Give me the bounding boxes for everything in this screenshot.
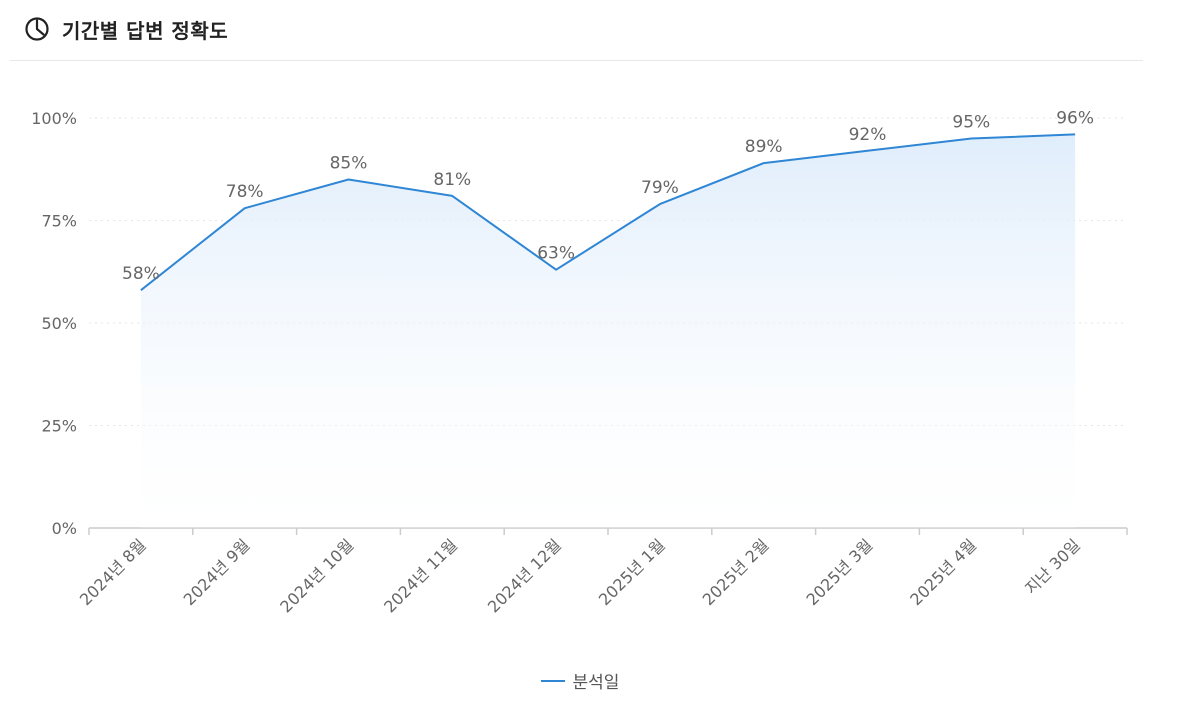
x-tick-label: 2024년 10월 xyxy=(276,535,357,616)
legend-swatch xyxy=(540,679,565,682)
legend-label[interactable]: 분석일 xyxy=(572,673,620,693)
x-tick-label: 2024년 9월 xyxy=(180,535,254,609)
x-tick-label: 2024년 12월 xyxy=(484,535,565,616)
y-tick-label: 100% xyxy=(31,109,77,128)
chart-header: 기간별 답변 정확도 xyxy=(24,14,228,44)
x-tick-label: 2024년 8월 xyxy=(76,535,150,609)
x-tick-label: 2024년 11월 xyxy=(380,535,461,616)
series-area xyxy=(140,134,1076,528)
y-tick-label: 0% xyxy=(52,519,77,538)
data-label: 78% xyxy=(226,182,264,202)
data-label: 85% xyxy=(330,154,368,174)
x-tick-label: 2025년 1월 xyxy=(595,535,669,609)
x-tick-label: 2025년 3월 xyxy=(802,535,876,609)
pie-chart-icon xyxy=(24,16,50,42)
y-tick-label: 75% xyxy=(41,212,77,231)
data-label: 81% xyxy=(433,170,471,190)
chart-title: 기간별 답변 정확도 xyxy=(62,18,229,43)
data-label: 79% xyxy=(641,178,679,198)
legend: 분석일 xyxy=(0,668,1160,693)
x-tick-label: 지난 30일 xyxy=(1021,535,1084,598)
series-line-path xyxy=(140,133,1076,291)
y-tick-label: 50% xyxy=(41,314,77,333)
data-label: 92% xyxy=(849,125,887,145)
header-divider xyxy=(10,60,1143,61)
data-labels: 58% 78% 85% 81% 63% 79% 89% 92% 95% 96% xyxy=(122,108,1094,284)
x-tick-label: 2025년 4월 xyxy=(906,535,980,609)
x-tick-label: 2025년 2월 xyxy=(699,535,773,609)
series-line xyxy=(140,133,1076,291)
data-label: 89% xyxy=(745,137,783,157)
area-fill xyxy=(140,134,1076,528)
data-label: 63% xyxy=(537,244,575,264)
data-label: 58% xyxy=(122,264,160,284)
data-label: 96% xyxy=(1056,108,1094,128)
data-label: 95% xyxy=(952,113,990,133)
y-tick-label: 25% xyxy=(41,417,77,436)
